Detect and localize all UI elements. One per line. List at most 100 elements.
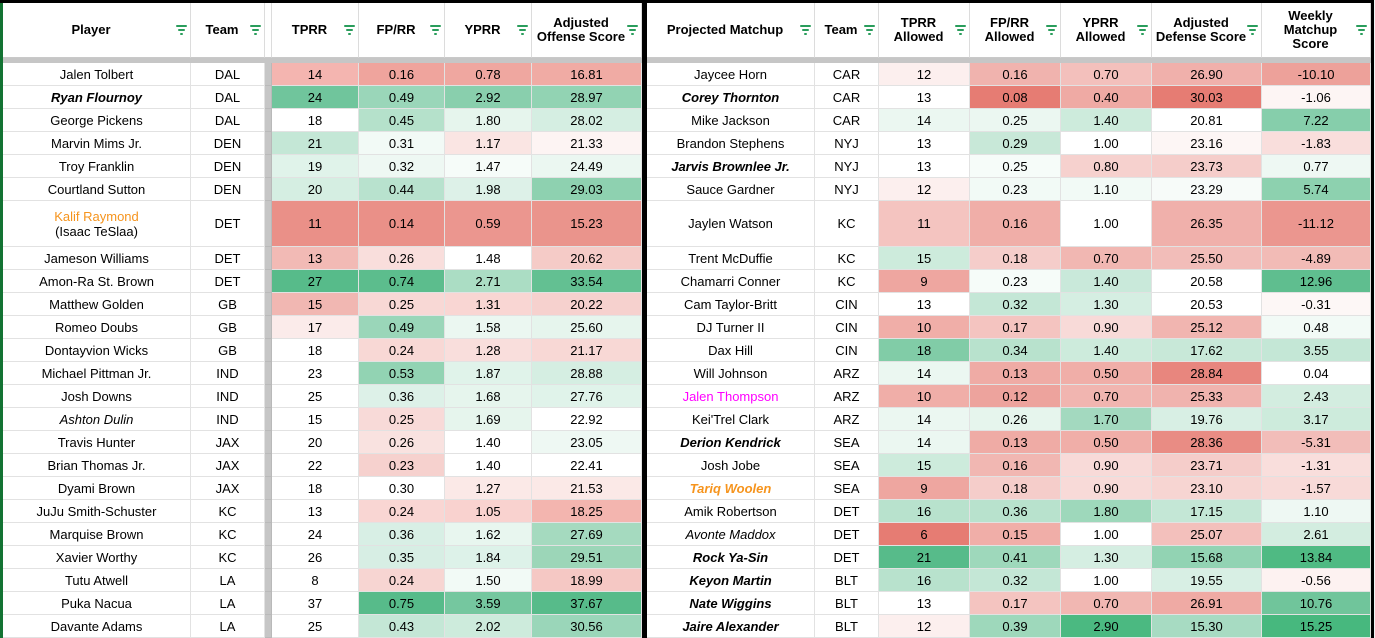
header-cell-adjusted-offense-score[interactable]: Adjusted Offense Score (532, 3, 642, 58)
adjusted-defense-score-cell[interactable]: 23.71 (1152, 454, 1262, 477)
fprr-cell[interactable]: 0.35 (359, 546, 445, 569)
player-name-cell[interactable]: Romeo Doubs (3, 316, 191, 339)
matchup-name-cell[interactable]: Derion Kendrick (647, 431, 815, 454)
player-name-cell[interactable]: Ashton Dulin (3, 408, 191, 431)
adjusted-defense-score-cell[interactable]: 28.84 (1152, 362, 1262, 385)
yprr-cell[interactable]: 1.27 (445, 477, 532, 500)
fprr-allowed-cell[interactable]: 0.26 (970, 408, 1061, 431)
filter-icon[interactable] (864, 25, 875, 35)
team-cell[interactable]: DAL (191, 63, 265, 86)
team-cell[interactable]: CAR (815, 63, 879, 86)
adjusted-offense-score-cell[interactable]: 18.99 (532, 569, 642, 592)
team-cell[interactable]: DET (191, 247, 265, 270)
tprr-allowed-cell[interactable]: 9 (879, 270, 970, 293)
team-cell[interactable]: LA (191, 615, 265, 638)
adjusted-offense-score-cell[interactable]: 27.69 (532, 523, 642, 546)
tprr-cell[interactable]: 24 (272, 523, 359, 546)
fprr-cell[interactable]: 0.74 (359, 270, 445, 293)
adjusted-offense-score-cell[interactable]: 27.76 (532, 385, 642, 408)
tprr-allowed-cell[interactable]: 12 (879, 63, 970, 86)
adjusted-offense-score-cell[interactable]: 20.22 (532, 293, 642, 316)
yprr-allowed-cell[interactable]: 0.50 (1061, 431, 1152, 454)
adjusted-defense-score-cell[interactable]: 26.35 (1152, 201, 1262, 247)
filter-icon[interactable] (800, 25, 811, 35)
team-cell[interactable]: DEN (191, 155, 265, 178)
adjusted-defense-score-cell[interactable]: 25.07 (1152, 523, 1262, 546)
team-cell[interactable]: CAR (815, 86, 879, 109)
matchup-name-cell[interactable]: Keyon Martin (647, 569, 815, 592)
adjusted-offense-score-cell[interactable]: 15.23 (532, 201, 642, 247)
yprr-allowed-cell[interactable]: 0.90 (1061, 477, 1152, 500)
adjusted-defense-score-cell[interactable]: 17.62 (1152, 339, 1262, 362)
team-cell[interactable]: DET (815, 523, 879, 546)
tprr-cell[interactable]: 18 (272, 339, 359, 362)
tprr-allowed-cell[interactable]: 6 (879, 523, 970, 546)
yprr-cell[interactable]: 2.02 (445, 615, 532, 638)
team-cell[interactable]: BLT (815, 592, 879, 615)
team-cell[interactable]: DET (191, 201, 265, 247)
filter-icon[interactable] (1247, 25, 1258, 35)
matchup-name-cell[interactable]: Mike Jackson (647, 109, 815, 132)
team-cell[interactable]: KC (191, 546, 265, 569)
yprr-allowed-cell[interactable]: 1.80 (1061, 500, 1152, 523)
yprr-allowed-cell[interactable]: 1.00 (1061, 132, 1152, 155)
team-cell[interactable]: KC (815, 270, 879, 293)
adjusted-offense-score-cell[interactable]: 22.41 (532, 454, 642, 477)
yprr-allowed-cell[interactable]: 0.70 (1061, 247, 1152, 270)
weekly-matchup-score-cell[interactable]: 15.25 (1262, 615, 1371, 638)
adjusted-offense-score-cell[interactable]: 33.54 (532, 270, 642, 293)
yprr-allowed-cell[interactable]: 0.50 (1061, 362, 1152, 385)
yprr-allowed-cell[interactable]: 1.70 (1061, 408, 1152, 431)
tprr-allowed-cell[interactable]: 11 (879, 201, 970, 247)
fprr-allowed-cell[interactable]: 0.18 (970, 477, 1061, 500)
weekly-matchup-score-cell[interactable]: -0.31 (1262, 293, 1371, 316)
fprr-cell[interactable]: 0.53 (359, 362, 445, 385)
yprr-cell[interactable]: 1.98 (445, 178, 532, 201)
header-cell-adjusted-defense-score[interactable]: Adjusted Defense Score (1152, 3, 1262, 58)
yprr-allowed-cell[interactable]: 1.10 (1061, 178, 1152, 201)
tprr-cell[interactable]: 15 (272, 408, 359, 431)
weekly-matchup-score-cell[interactable]: -11.12 (1262, 201, 1371, 247)
player-name-cell[interactable]: Josh Downs (3, 385, 191, 408)
yprr-cell[interactable]: 1.80 (445, 109, 532, 132)
weekly-matchup-score-cell[interactable]: -1.57 (1262, 477, 1371, 500)
fprr-cell[interactable]: 0.24 (359, 339, 445, 362)
team-cell[interactable]: LA (191, 569, 265, 592)
weekly-matchup-score-cell[interactable]: -1.31 (1262, 454, 1371, 477)
adjusted-defense-score-cell[interactable]: 23.16 (1152, 132, 1262, 155)
fprr-allowed-cell[interactable]: 0.25 (970, 109, 1061, 132)
adjusted-defense-score-cell[interactable]: 26.91 (1152, 592, 1262, 615)
weekly-matchup-score-cell[interactable]: 0.77 (1262, 155, 1371, 178)
team-cell[interactable]: BLT (815, 615, 879, 638)
tprr-cell[interactable]: 18 (272, 109, 359, 132)
header-cell-weekly-matchup-score[interactable]: Weekly Matchup Score (1262, 3, 1371, 58)
adjusted-offense-score-cell[interactable]: 29.51 (532, 546, 642, 569)
yprr-allowed-cell[interactable]: 1.30 (1061, 293, 1152, 316)
team-cell[interactable]: NYJ (815, 132, 879, 155)
fprr-cell[interactable]: 0.45 (359, 109, 445, 132)
player-name-cell[interactable]: Amon-Ra St. Brown (3, 270, 191, 293)
tprr-cell[interactable]: 21 (272, 132, 359, 155)
tprr-allowed-cell[interactable]: 13 (879, 86, 970, 109)
tprr-cell[interactable]: 25 (272, 385, 359, 408)
adjusted-offense-score-cell[interactable]: 22.92 (532, 408, 642, 431)
player-name-cell[interactable]: Courtland Sutton (3, 178, 191, 201)
matchup-name-cell[interactable]: Avonte Maddox (647, 523, 815, 546)
player-name-cell[interactable]: Ryan Flournoy (3, 86, 191, 109)
team-cell[interactable]: LA (191, 592, 265, 615)
tprr-allowed-cell[interactable]: 10 (879, 316, 970, 339)
adjusted-offense-score-cell[interactable]: 24.49 (532, 155, 642, 178)
fprr-allowed-cell[interactable]: 0.12 (970, 385, 1061, 408)
tprr-allowed-cell[interactable]: 10 (879, 385, 970, 408)
team-cell[interactable]: SEA (815, 454, 879, 477)
team-cell[interactable]: DET (815, 546, 879, 569)
matchup-name-cell[interactable]: Will Johnson (647, 362, 815, 385)
adjusted-offense-score-cell[interactable]: 18.25 (532, 500, 642, 523)
yprr-cell[interactable]: 2.92 (445, 86, 532, 109)
weekly-matchup-score-cell[interactable]: -4.89 (1262, 247, 1371, 270)
player-name-cell[interactable]: Matthew Golden (3, 293, 191, 316)
player-name-cell[interactable]: Troy Franklin (3, 155, 191, 178)
team-cell[interactable]: KC (815, 247, 879, 270)
tprr-allowed-cell[interactable]: 14 (879, 408, 970, 431)
yprr-allowed-cell[interactable]: 1.00 (1061, 569, 1152, 592)
